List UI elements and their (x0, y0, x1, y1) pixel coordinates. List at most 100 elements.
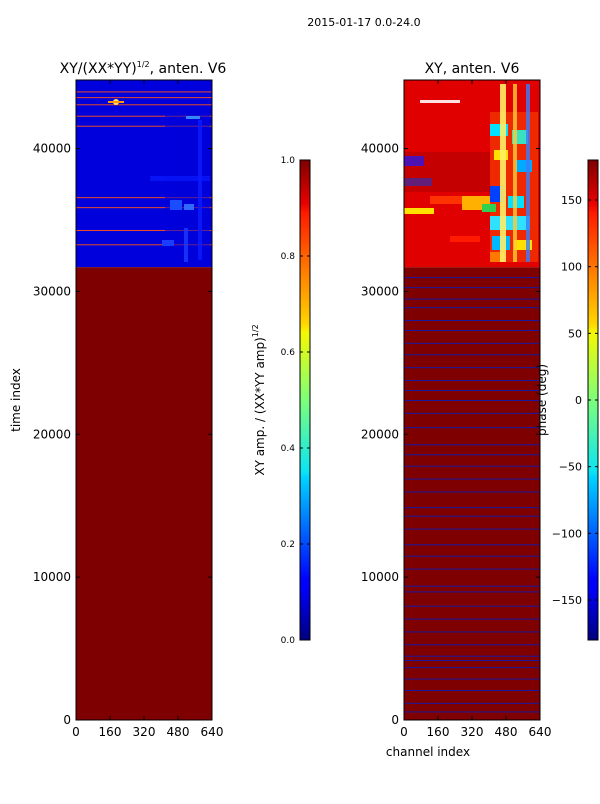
right-colorbar-ticks: −150 −100 −50 0 50 100 150 (552, 194, 598, 607)
heatmap-stripe (404, 585, 540, 587)
heatmap-stripe (404, 655, 540, 657)
left-texture-block (184, 228, 188, 262)
y-tick-label: 10000 (361, 570, 399, 584)
y-tick-label: 30000 (361, 284, 399, 298)
x-tick-label: 640 (529, 725, 552, 739)
colorbar-tick-label: 0 (575, 394, 582, 407)
figure-suptitle: 2015-01-17 0.0-24.0 (307, 16, 420, 29)
left-texture-block (162, 240, 174, 246)
heatmap-stripe (404, 491, 540, 493)
heatmap-stripe (76, 125, 212, 127)
heatmap-stripe (404, 427, 540, 429)
left-texture-block (170, 200, 182, 210)
heatmap-stripe (404, 568, 540, 570)
heatmap-stripe (404, 555, 540, 557)
heatmap-stripe (404, 342, 540, 344)
heatmap-stripe (404, 711, 540, 713)
y-tick-label: 20000 (361, 427, 399, 441)
heatmap-stripe (76, 230, 212, 231)
right-xlabel: channel index (386, 745, 470, 759)
heatmap-stripe (404, 591, 540, 593)
y-tick-label: 20000 (33, 427, 71, 441)
left-colorbar-label-main: XY amp. / (XX*YY amp) (253, 337, 267, 475)
heatmap-stripe (404, 544, 540, 546)
heatmap-stripe (404, 330, 540, 331)
left-title-exponent: 1/2 (137, 60, 150, 69)
heatmap-stripe (404, 277, 540, 279)
right-texture-block (490, 216, 530, 230)
right-texture-block (430, 196, 480, 204)
heatmap-stripe (404, 354, 540, 356)
right-texture-block (514, 240, 532, 250)
right-texture-block (526, 84, 530, 262)
heatmap-stripe (76, 97, 212, 99)
colorbar-tick-label: −100 (552, 527, 582, 540)
heatmap-stripe (76, 91, 212, 93)
x-tick-label: 320 (461, 725, 484, 739)
left-title: XY/(XX*YY)1/2, anten. V6 (60, 60, 227, 77)
heatmap-stripe (76, 115, 212, 117)
heatmap-stripe (404, 400, 540, 401)
left-title-main: XY/(XX*YY) (60, 61, 137, 77)
left-texture (108, 99, 210, 262)
colorbar-tick-label: 0.0 (281, 636, 296, 646)
colorbar-tick-label: 0.2 (281, 540, 295, 550)
y-tick-label: 40000 (33, 142, 71, 156)
heatmap-stripe (404, 702, 540, 704)
right-texture-block (404, 208, 434, 214)
left-colorbar: 0.0 0.2 0.4 0.6 0.8 1.0 XY amp. / (XX*YY amp)… (251, 156, 311, 646)
heatmap-stripe (404, 515, 540, 517)
right-texture-block (513, 84, 517, 262)
y-tick-label: 10000 (33, 570, 71, 584)
heatmap-stripe (76, 244, 212, 246)
heatmap-stripe (404, 678, 540, 680)
heatmap-stripe (404, 667, 540, 669)
left-colorbar-gradient (299, 159, 311, 641)
left-axes: 0 160 320 480 640 0 10000 20000 30000 40000 (33, 80, 223, 739)
colorbar-tick-label: 0.8 (281, 252, 296, 262)
right-texture-block (490, 252, 504, 262)
right-colorbar: −150 −100 −50 0 50 100 150 phase (deg) (535, 159, 599, 641)
right-texture-block (404, 178, 432, 186)
heatmap-stripe (404, 690, 540, 691)
y-tick-label: 0 (63, 713, 71, 727)
right-texture-block (420, 100, 460, 103)
heatmap-stripe (404, 320, 540, 321)
heatmap-stripe (404, 287, 540, 289)
heatmap-stripe (404, 507, 540, 509)
heatmap-stripe (404, 605, 540, 607)
right-texture-block (450, 236, 480, 242)
heatmap-stripe (76, 104, 212, 106)
colorbar-tick-label: 0.4 (281, 444, 296, 454)
heatmap-stripe (404, 618, 540, 620)
left-ylabel: time index (9, 368, 23, 432)
right-texture-block (482, 204, 496, 212)
heatmap-stripe (76, 197, 212, 199)
heatmap-stripe (404, 660, 540, 661)
left-texture-block (150, 176, 210, 181)
left-texture-block (184, 204, 194, 210)
heatmap-stripe (404, 465, 540, 467)
heatmap-stripe (404, 631, 540, 633)
colorbar-tick-label: 50 (568, 327, 582, 340)
right-axes: 0 160 320 480 640 0 10000 20000 30000 40000 (361, 80, 552, 739)
colorbar-tick-label: 1.0 (281, 156, 296, 166)
heatmap-stripe (404, 528, 540, 530)
x-tick-label: 160 (427, 725, 450, 739)
left-colorbar-ticks: 0.0 0.2 0.4 0.6 0.8 1.0 (281, 156, 310, 646)
heatmap-stripe (404, 454, 540, 456)
right-title: XY, anten. V6 (425, 61, 520, 77)
right-panel: XY, anten. V6 (361, 61, 552, 759)
heatmap-stripe (404, 478, 540, 480)
colorbar-tick-label: −150 (552, 594, 582, 607)
right-texture-block (500, 84, 506, 262)
colorbar-tick-label: 0.6 (281, 348, 296, 358)
heatmap-region (404, 267, 540, 720)
x-tick-label: 0 (72, 725, 80, 739)
x-tick-label: 160 (99, 725, 122, 739)
left-bright-spot (108, 101, 124, 103)
right-texture-block (404, 156, 424, 166)
heatmap-stripe (404, 444, 540, 446)
right-texture (404, 84, 538, 262)
right-colorbar-label: phase (deg) (535, 364, 549, 436)
